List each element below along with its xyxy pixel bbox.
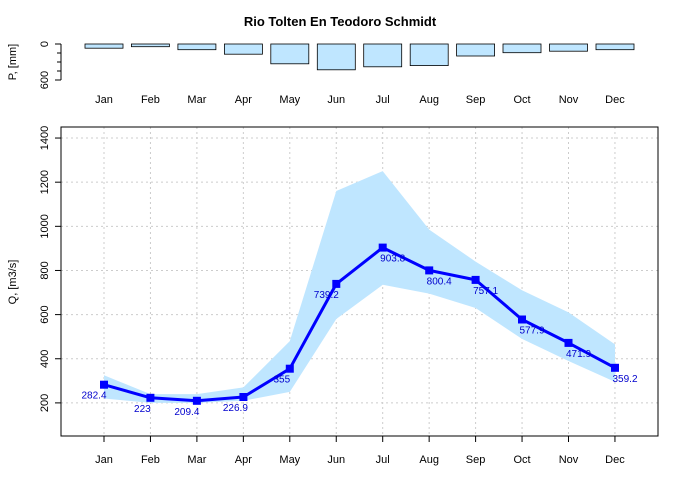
discharge-value-label: 800.4	[427, 276, 452, 287]
discharge-point-oct	[518, 315, 526, 324]
precip-bar-aug	[409, 43, 449, 67]
discharge-plot-frame	[60, 126, 659, 437]
discharge-point-jan	[100, 380, 108, 389]
discharge-point-jun	[332, 279, 341, 288]
precip-x-tick-label: Apr	[235, 94, 252, 106]
precip-y-axis-label: P, [mm]	[7, 44, 19, 80]
precip-bar-feb	[130, 43, 170, 48]
precip-x-tick-label: Jan	[95, 94, 113, 106]
discharge-y-tick-label: 1000	[39, 214, 51, 238]
discharge-line	[103, 246, 616, 403]
discharge-value-label: 471.9	[566, 349, 591, 360]
discharge-x-tick-label: Oct	[513, 454, 530, 466]
precip-bar-dec	[595, 43, 635, 51]
discharge-x-tick-label: Apr	[235, 454, 252, 466]
discharge-x-tick-label: Dec	[605, 454, 625, 466]
discharge-value-label: 209.4	[174, 407, 199, 418]
chart-title: Rio Tolten En Teodoro Schmidt	[243, 14, 437, 29]
discharge-x-tick-label: May	[279, 454, 300, 466]
discharge-x-tick-label: Aug	[419, 454, 439, 466]
discharge-y-tick-label: 400	[39, 350, 51, 368]
discharge-point-nov	[564, 338, 573, 347]
precip-x-tick-label: Jul	[376, 94, 390, 106]
discharge-y-axis-label: Q, [m3/s]	[7, 260, 19, 305]
precip-bar-nov	[549, 43, 588, 52]
precip-bar-oct	[502, 43, 542, 54]
precip-bar-mar	[177, 43, 217, 51]
discharge-value-label: 739.2	[314, 290, 339, 301]
precip-x-tick-label: Mar	[187, 94, 206, 106]
precip-x-tick-label: Sep	[466, 94, 486, 106]
precip-bar-sep	[456, 43, 496, 57]
discharge-value-label: 282.4	[81, 391, 106, 402]
discharge-point-may	[285, 364, 294, 373]
discharge-value-label: 577.9	[519, 326, 544, 337]
discharge-point-dec	[611, 363, 619, 372]
precip-bar-jul	[363, 43, 403, 68]
discharge-x-tick-label: Nov	[559, 454, 579, 466]
precip-x-tick-label: Dec	[605, 94, 625, 106]
discharge-y-tick-label: 800	[39, 261, 51, 279]
discharge-y-tick-label: 600	[39, 305, 51, 323]
discharge-point-mar	[192, 396, 201, 405]
discharge-value-label: 226.9	[223, 403, 248, 414]
precip-bar-jun	[316, 43, 356, 71]
precip-x-tick-label: Aug	[419, 94, 439, 106]
discharge-value-label: 359.2	[612, 374, 637, 385]
discharge-point-apr	[239, 393, 248, 401]
discharge-y-tick-label: 200	[39, 394, 51, 412]
discharge-value-label: 903.8	[380, 254, 405, 265]
precip-x-tick-label: Oct	[513, 94, 530, 106]
precip-y-tick-label: 600	[39, 71, 51, 89]
precip-y-tick-label: 0	[39, 41, 51, 47]
discharge-x-tick-label: Sep	[466, 454, 486, 466]
precip-bar-may	[270, 43, 310, 65]
discharge-x-tick-label: Jul	[376, 454, 390, 466]
discharge-y-tick-label: 1200	[39, 170, 51, 194]
discharge-x-tick-label: Jan	[95, 454, 113, 466]
discharge-point-sep	[471, 275, 480, 284]
precip-x-tick-label: May	[279, 94, 300, 106]
discharge-y-tick-label: 1400	[39, 126, 51, 150]
precip-x-tick-label: Nov	[559, 94, 579, 106]
discharge-value-label: 223	[134, 404, 151, 415]
precip-bar-apr	[223, 43, 263, 55]
discharge-x-tick-label: Feb	[141, 454, 160, 466]
discharge-range-band	[104, 171, 615, 403]
precip-x-tick-label: Feb	[141, 94, 160, 106]
discharge-x-tick-label: Mar	[187, 454, 206, 466]
discharge-x-tick-label: Jun	[327, 454, 345, 466]
discharge-point-jul	[378, 243, 387, 252]
precip-bar-jan	[84, 43, 124, 49]
discharge-point-feb	[146, 393, 155, 402]
discharge-value-label: 355	[273, 375, 290, 386]
discharge-value-label: 757.1	[473, 286, 498, 297]
discharge-point-aug	[425, 266, 434, 275]
precip-x-tick-label: Jun	[327, 94, 345, 106]
